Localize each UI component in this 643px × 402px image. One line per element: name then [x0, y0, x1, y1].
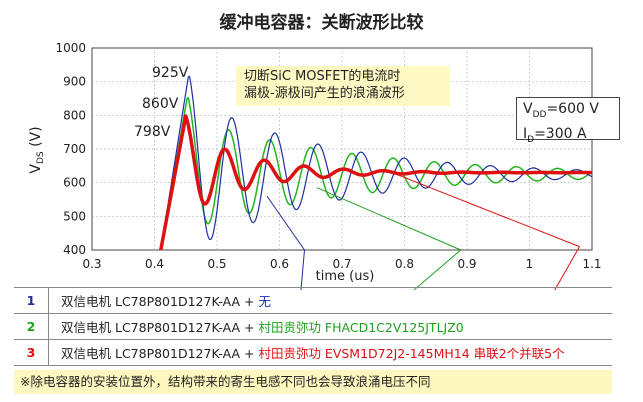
x-axis-label: time (us): [316, 269, 375, 284]
chart-title: 缓冲电容器：关断波形比较: [219, 13, 424, 33]
x-tick-label: 0.8: [395, 257, 414, 271]
annotation-box: 切断SiC MOSFET的电流时 漏极-源极间产生的浪涌波形: [236, 66, 450, 106]
leader-line-3: [391, 172, 580, 248]
x-tick-label: 1.1: [582, 257, 601, 271]
x-tick-label: 0.6: [270, 257, 289, 271]
legend-row-3: 3 双信电机 LC78P801D127K-AA + 村田贵弥功 EVSM1D72…: [14, 339, 612, 366]
peak-labels: 925V 860V 798V: [134, 65, 189, 140]
leader-line-2: [316, 187, 461, 251]
y-tick-label: 800: [63, 108, 86, 122]
series-3-line: [159, 114, 593, 251]
id-condition: ID=300 A: [523, 125, 587, 145]
legend-number-2: 2: [14, 313, 49, 340]
annotation-line-2: 漏极-源极间产生的浪涌波形: [244, 86, 405, 101]
x-tick-label: 0.3: [82, 257, 101, 271]
x-tick-label: 0.5: [207, 257, 226, 271]
y-tick-label: 600: [63, 176, 86, 190]
legend-desc-2: 双信电机 LC78P801D127K-AA + 村田贵弥功 FHACD1C2V1…: [48, 313, 612, 340]
peak-label-1: 925V: [152, 65, 189, 81]
leader-line-1: [266, 195, 305, 251]
x-tick-label: 1: [526, 257, 534, 271]
peak-label-2: 860V: [142, 96, 179, 112]
footnote: ※除电容器的安装位置外，结构带来的寄生电感不同也会导致浪涌电压不同: [14, 370, 612, 394]
x-tick-label: 0.4: [145, 257, 164, 271]
peak-label-3: 798V: [134, 124, 171, 140]
x-tick-label: 0.7: [332, 257, 351, 271]
legend-number-1: 1: [14, 287, 49, 314]
legend-desc-3: 双信电机 LC78P801D127K-AA + 村田贵弥功 EVSM1D72J2…: [48, 339, 612, 366]
leader-line-ext-1: [300, 249, 305, 290]
y-axis-label: VDS (V): [28, 126, 46, 173]
legend-number-3: 3: [14, 339, 49, 366]
series-1-line: [160, 75, 593, 251]
conditions-box: VDD=600 V ID=300 A: [516, 97, 620, 145]
y-tick-label: 400: [63, 243, 86, 257]
leader-lines: [266, 172, 580, 290]
leader-line-ext-3: [554, 246, 580, 290]
legend-desc-1: 双信电机 LC78P801D127K-AA + 无: [48, 287, 612, 314]
y-tick-label: 900: [63, 75, 86, 89]
y-tick-label: 700: [63, 142, 86, 156]
y-tick-labels: 400 500 600 700 800 900 1000: [55, 41, 86, 257]
legend-row-2: 2 双信电机 LC78P801D127K-AA + 村田贵弥功 FHACD1C2…: [14, 313, 612, 340]
legend-row-1: 1 双信电机 LC78P801D127K-AA + 无: [14, 287, 612, 314]
y-tick-label: 500: [63, 209, 86, 223]
annotation-line-1: 切断SiC MOSFET的电流时: [244, 69, 401, 84]
x-tick-labels: 0.3 0.4 0.5 0.6 0.7 0.8 0.9 1 1.1: [82, 257, 601, 271]
voltage-waveform-chart: 0.3 0.4 0.5 0.6 0.7 0.8 0.9 1 1.1 400 500 600 700 80…: [28, 41, 602, 290]
vdd-condition: VDD=600 V: [523, 101, 599, 120]
series-2-line: [160, 96, 593, 251]
x-tick-label: 0.9: [457, 257, 476, 271]
series-group: [159, 75, 593, 251]
leader-line-ext-2: [413, 249, 462, 290]
legend-table: 1 双信电机 LC78P801D127K-AA + 无 2 双信电机 LC78P…: [14, 287, 612, 366]
y-tick-label: 1000: [55, 41, 86, 55]
